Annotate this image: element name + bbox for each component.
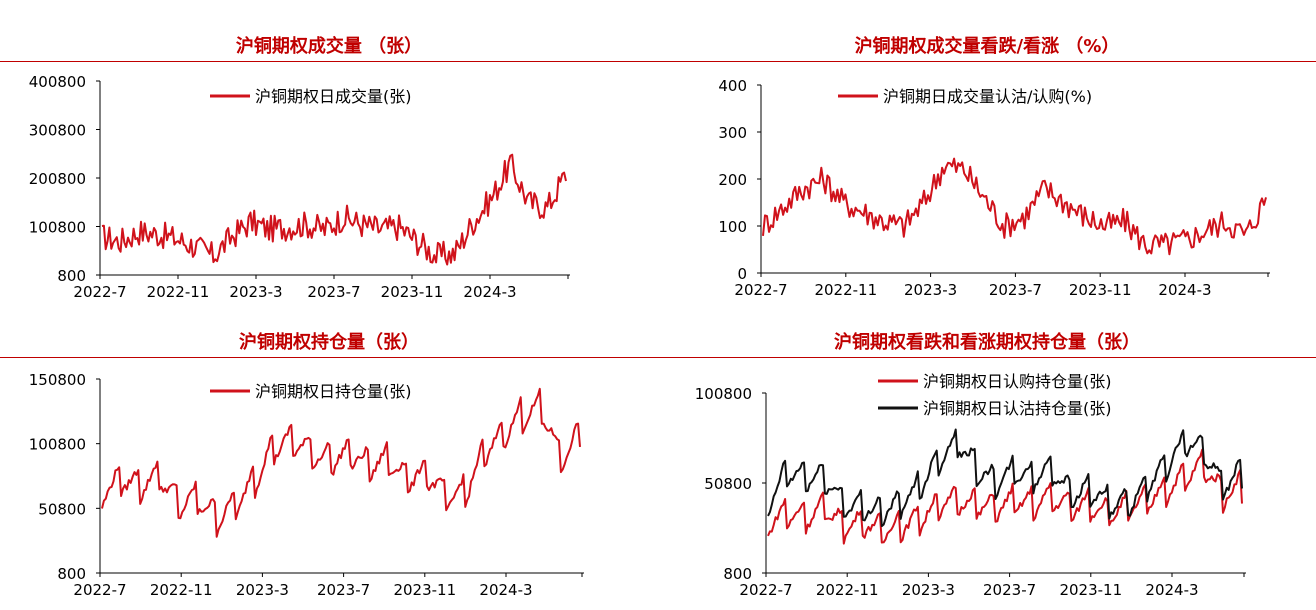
series-line bbox=[101, 387, 581, 538]
x-tick-label: 2022-7 bbox=[73, 581, 126, 599]
chart-panel-open-interest: 沪铜期权持仓量（张） 800 50800 100800 150800 2022-7 202… bbox=[0, 322, 658, 610]
x-tick-label: 2023-3 bbox=[229, 283, 282, 301]
y-tick-label: 400800 bbox=[29, 73, 86, 91]
chart-volume: 800 100800 200800 300800 400800 2022-7 2022-11… bbox=[29, 73, 570, 301]
series-line bbox=[762, 157, 1267, 256]
title-rule bbox=[0, 61, 658, 62]
chart-title: 沪铜期权成交量看跌/看涨 （%） bbox=[854, 36, 1120, 57]
y-tick-label: 200 bbox=[718, 171, 747, 189]
x-tick-label: 2024-3 bbox=[479, 581, 532, 599]
y-tick-label: 200800 bbox=[29, 170, 86, 188]
title-rule bbox=[658, 357, 1316, 358]
x-tick-label: 2022-11 bbox=[816, 581, 879, 599]
y-tick-label: 100800 bbox=[695, 385, 752, 403]
x-tick-label: 2023-7 bbox=[317, 581, 370, 599]
title-rule bbox=[0, 357, 658, 358]
chart-panel-volume: 沪铜期权成交量 （张） 800 100800 200800 300800 400800 2… bbox=[0, 26, 658, 306]
x-tick-label: 2024-3 bbox=[463, 283, 516, 301]
x-tick-label: 2023-3 bbox=[902, 581, 955, 599]
chart-put-call-open-interest: 800 50800 100800 2022-7 2022-11 2023-3 2023-7 2… bbox=[695, 372, 1246, 599]
chart-put-call-ratio: 0 100 200 300 400 2022-7 2022-11 2023-3 2023-7 20… bbox=[718, 77, 1270, 299]
series-line bbox=[767, 428, 1243, 528]
chart-panel-put-call-ratio: 沪铜期权成交量看跌/看涨 （%） 0 100 200 300 400 2022-7 2022… bbox=[658, 26, 1316, 306]
x-tick-label: 2022-7 bbox=[73, 283, 126, 301]
x-tick-label: 2024-3 bbox=[1145, 581, 1198, 599]
title-rule bbox=[658, 61, 1316, 62]
y-tick-label: 50800 bbox=[704, 475, 752, 493]
chart-title: 沪铜期权持仓量（张） bbox=[239, 332, 419, 353]
legend-label: 沪铜期日成交量认沽/认购(%) bbox=[883, 87, 1092, 106]
x-tick-label: 2023-11 bbox=[381, 283, 444, 301]
chart-title: 沪铜期权成交量 （张） bbox=[235, 36, 423, 57]
x-tick-label: 2022-11 bbox=[814, 281, 877, 299]
y-tick-label: 150800 bbox=[29, 371, 86, 389]
x-tick-label: 2022-11 bbox=[147, 283, 210, 301]
legend-label: 沪铜期权日认沽持仓量(张) bbox=[923, 399, 1112, 418]
legend-label: 沪铜期权日成交量(张) bbox=[255, 87, 412, 106]
x-tick-label: 2023-7 bbox=[307, 283, 360, 301]
chart-title: 沪铜期权看跌和看涨期权持仓量（张） bbox=[834, 332, 1140, 353]
x-tick-label: 2022-7 bbox=[739, 581, 792, 599]
series-line bbox=[101, 153, 567, 266]
x-tick-label: 2023-11 bbox=[1069, 281, 1132, 299]
x-tick-label: 2022-11 bbox=[150, 581, 213, 599]
y-tick-label: 800 bbox=[57, 565, 86, 583]
chart-panel-put-call-open-interest: 沪铜期权看跌和看涨期权持仓量（张） 800 50800 100800 2022-7 20… bbox=[658, 322, 1316, 610]
x-tick-label: 2023-11 bbox=[393, 581, 456, 599]
y-tick-label: 100800 bbox=[29, 436, 86, 454]
y-tick-label: 800 bbox=[723, 565, 752, 583]
y-tick-label: 100800 bbox=[29, 219, 86, 237]
chart-open-interest: 800 50800 100800 150800 2022-7 2022-11 2023-3 2… bbox=[29, 371, 584, 599]
y-tick-label: 0 bbox=[737, 265, 747, 283]
y-tick-label: 100 bbox=[718, 218, 747, 236]
legend-label: 沪铜期权日持仓量(张) bbox=[255, 382, 412, 401]
y-tick-label: 400 bbox=[718, 77, 747, 95]
y-tick-label: 300 bbox=[718, 124, 747, 142]
x-tick-label: 2022-7 bbox=[734, 281, 787, 299]
x-tick-label: 2023-3 bbox=[904, 281, 957, 299]
x-tick-label: 2023-3 bbox=[236, 581, 289, 599]
legend-label: 沪铜期权日认购持仓量(张) bbox=[923, 372, 1112, 391]
x-tick-label: 2023-11 bbox=[1059, 581, 1122, 599]
y-tick-label: 300800 bbox=[29, 122, 86, 140]
x-tick-label: 2023-7 bbox=[983, 581, 1036, 599]
y-tick-label: 800 bbox=[57, 267, 86, 285]
y-tick-label: 50800 bbox=[38, 500, 86, 518]
x-tick-label: 2024-3 bbox=[1158, 281, 1211, 299]
series-line bbox=[767, 448, 1243, 545]
x-tick-label: 2023-7 bbox=[989, 281, 1042, 299]
